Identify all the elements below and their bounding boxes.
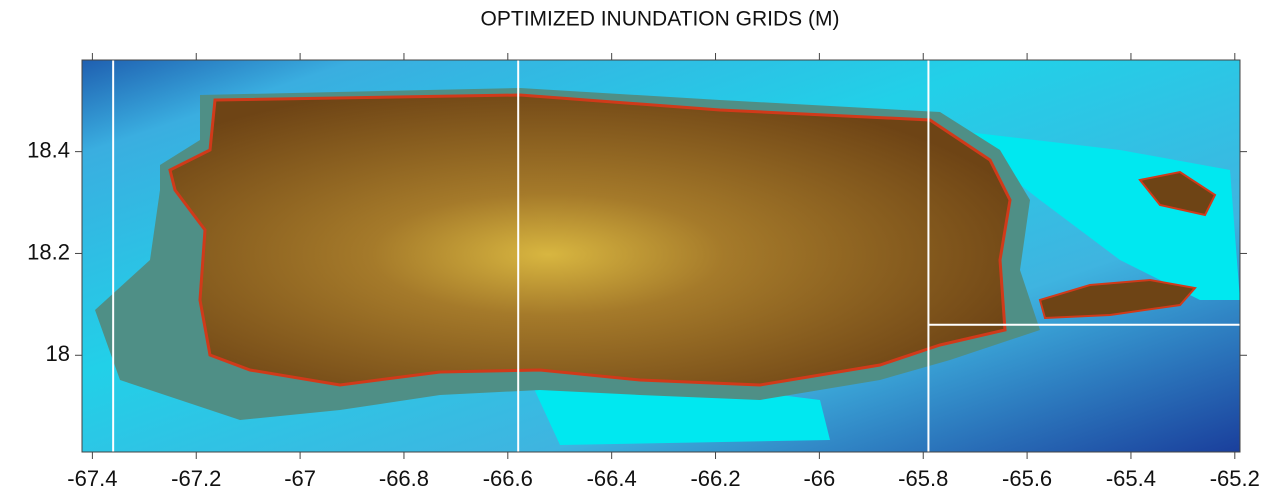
x-tick-label: -65.4 bbox=[1106, 466, 1156, 491]
x-tick-label: -65.2 bbox=[1210, 466, 1260, 491]
x-tick-label: -66.6 bbox=[483, 466, 533, 491]
y-tick-label: 18.2 bbox=[27, 239, 70, 264]
x-tick-label: -66.4 bbox=[587, 466, 637, 491]
map-chart: OPTIMIZED INUNDATION GRIDS (M) -67.4 -67.… bbox=[0, 0, 1270, 501]
x-tick-label: -67.2 bbox=[171, 466, 221, 491]
x-tick-label: -66.2 bbox=[690, 466, 740, 491]
y-tick-label: 18 bbox=[46, 341, 70, 366]
map-area bbox=[82, 60, 1240, 452]
x-tick-label: -67.4 bbox=[67, 466, 117, 491]
x-tick-label: -66.8 bbox=[379, 466, 429, 491]
x-tick-label: -67 bbox=[284, 466, 316, 491]
island-main bbox=[170, 95, 1010, 385]
x-tick-label: -66 bbox=[803, 466, 835, 491]
x-tick-label: -65.6 bbox=[1002, 466, 1052, 491]
x-tick-label: -65.8 bbox=[898, 466, 948, 491]
y-tick-label: 18.4 bbox=[27, 137, 70, 162]
chart-title: OPTIMIZED INUNDATION GRIDS (M) bbox=[481, 8, 840, 31]
